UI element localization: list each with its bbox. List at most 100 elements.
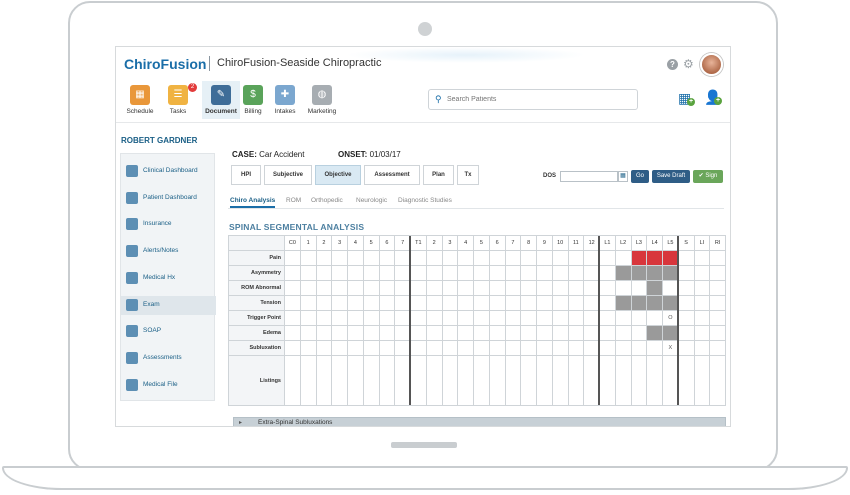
grid-cell[interactable]: [709, 265, 726, 281]
grid-cell[interactable]: [425, 295, 443, 311]
grid-cell[interactable]: [646, 295, 663, 311]
subtab-diagnostic-studies[interactable]: Diagnostic Studies: [398, 197, 452, 204]
grid-cell[interactable]: [693, 310, 711, 326]
grid-cell[interactable]: [315, 355, 333, 406]
grid-cell[interactable]: [614, 295, 632, 311]
grid-cell[interactable]: [457, 250, 474, 266]
tab-assessment[interactable]: Assessment: [364, 165, 420, 185]
grid-cell[interactable]: [284, 280, 301, 296]
grid-cell[interactable]: [457, 280, 474, 296]
grid-cell[interactable]: [362, 250, 380, 266]
grid-cell[interactable]: [614, 265, 632, 281]
tab-tx[interactable]: Tx: [457, 165, 479, 185]
grid-cell[interactable]: [536, 250, 553, 266]
grid-cell[interactable]: [599, 355, 616, 406]
tab-plan[interactable]: Plan: [423, 165, 454, 185]
grid-cell[interactable]: [315, 265, 333, 281]
grid-cell[interactable]: [457, 295, 474, 311]
grid-cell[interactable]: [362, 325, 380, 341]
grid-cell[interactable]: [504, 295, 522, 311]
grid-cell[interactable]: [504, 265, 522, 281]
grid-cell[interactable]: [473, 250, 490, 266]
grid-cell[interactable]: [441, 340, 459, 356]
grid-cell[interactable]: [630, 325, 648, 341]
grid-cell[interactable]: [504, 340, 522, 356]
grid-cell[interactable]: [378, 250, 396, 266]
sidebar-item-alerts-notes[interactable]: Alerts/Notes: [121, 242, 216, 261]
grid-cell[interactable]: [284, 355, 301, 406]
grid-cell[interactable]: [378, 340, 396, 356]
grid-cell[interactable]: [299, 295, 317, 311]
grid-cell[interactable]: [693, 250, 711, 266]
grid-cell[interactable]: [599, 310, 616, 326]
calendar-icon[interactable]: ▦: [618, 171, 628, 182]
grid-cell[interactable]: [473, 355, 490, 406]
grid-cell[interactable]: [630, 295, 648, 311]
grid-cell[interactable]: [284, 265, 301, 281]
grid-cell[interactable]: [362, 310, 380, 326]
nav-schedule[interactable]: ▦ Schedule: [126, 85, 154, 115]
grid-cell[interactable]: [299, 310, 317, 326]
grid-cell[interactable]: [488, 250, 506, 266]
grid-cell[interactable]: [331, 280, 348, 296]
grid-cell[interactable]: [693, 280, 711, 296]
grid-cell[interactable]: [473, 280, 490, 296]
grid-cell[interactable]: [473, 340, 490, 356]
grid-cell[interactable]: [488, 265, 506, 281]
grid-cell[interactable]: [457, 355, 474, 406]
grid-cell[interactable]: [457, 310, 474, 326]
grid-cell[interactable]: [284, 325, 301, 341]
grid-cell[interactable]: [331, 310, 348, 326]
grid-cell[interactable]: [488, 325, 506, 341]
grid-cell[interactable]: [630, 340, 648, 356]
grid-cell[interactable]: [567, 355, 585, 406]
grid-cell[interactable]: [331, 250, 348, 266]
grid-cell[interactable]: [347, 325, 364, 341]
grid-cell[interactable]: [630, 250, 648, 266]
gear-icon[interactable]: ⚙: [683, 57, 694, 71]
grid-cell[interactable]: [551, 340, 569, 356]
tab-objective[interactable]: Objective: [315, 165, 361, 185]
grid-cell[interactable]: [693, 325, 711, 341]
grid-cell[interactable]: [709, 325, 726, 341]
grid-cell[interactable]: [567, 325, 585, 341]
grid-cell[interactable]: [709, 310, 726, 326]
grid-cell[interactable]: [378, 355, 396, 406]
grid-cell[interactable]: [441, 250, 459, 266]
grid-cell[interactable]: [693, 340, 711, 356]
grid-cell[interactable]: [520, 355, 537, 406]
grid-cell[interactable]: [362, 355, 380, 406]
grid-cell[interactable]: [614, 310, 632, 326]
grid-cell[interactable]: [425, 355, 443, 406]
grid-cell[interactable]: [599, 250, 616, 266]
grid-cell[interactable]: [536, 355, 553, 406]
grid-cell[interactable]: [331, 355, 348, 406]
grid-cell[interactable]: [536, 310, 553, 326]
app-logo[interactable]: ChiroFusion: [124, 56, 207, 72]
nav-marketing[interactable]: ◍ Marketing: [305, 85, 339, 115]
sidebar-item-medical-hx[interactable]: Medical Hx: [121, 269, 216, 288]
grid-cell[interactable]: [567, 280, 585, 296]
grid-cell[interactable]: [299, 280, 317, 296]
tab-hpi[interactable]: HPI: [231, 165, 261, 185]
grid-cell[interactable]: [551, 310, 569, 326]
grid-cell[interactable]: [646, 280, 663, 296]
grid-cell[interactable]: [614, 340, 632, 356]
sign-button[interactable]: ✔ Sign: [693, 170, 723, 183]
grid-cell[interactable]: [441, 295, 459, 311]
grid-cell[interactable]: [315, 250, 333, 266]
grid-cell[interactable]: [488, 340, 506, 356]
grid-cell[interactable]: [504, 355, 522, 406]
sidebar-item-patient-dashboard[interactable]: Patient Dashboard: [121, 189, 216, 208]
search-box[interactable]: ⚲: [428, 89, 638, 110]
grid-cell[interactable]: [425, 310, 443, 326]
grid-cell[interactable]: [441, 265, 459, 281]
grid-cell[interactable]: [520, 295, 537, 311]
grid-cell[interactable]: [614, 355, 632, 406]
grid-cell[interactable]: [315, 310, 333, 326]
grid-cell[interactable]: [551, 325, 569, 341]
grid-cell[interactable]: [488, 355, 506, 406]
grid-cell[interactable]: [331, 265, 348, 281]
grid-cell[interactable]: [677, 325, 695, 341]
grid-cell[interactable]: [410, 340, 427, 356]
